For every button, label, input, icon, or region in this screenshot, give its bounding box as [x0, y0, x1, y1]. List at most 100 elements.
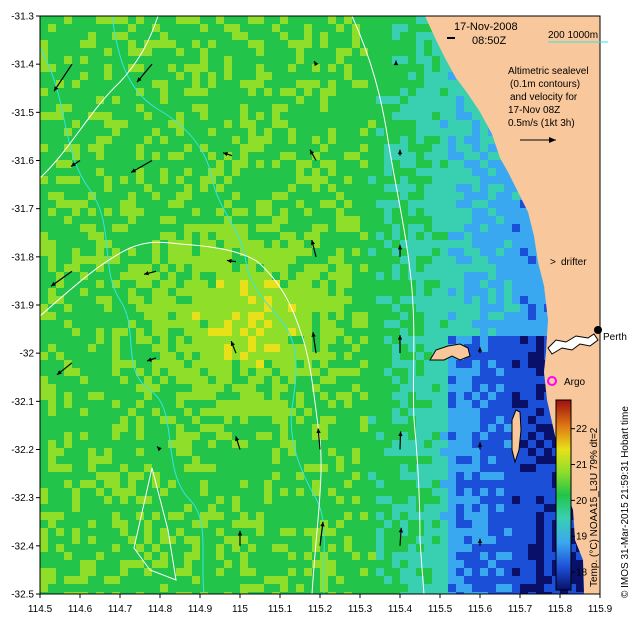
sst-cell: [80, 520, 88, 528]
sst-cell: [80, 544, 88, 552]
sst-cell: [120, 496, 128, 504]
sst-cell: [168, 280, 176, 288]
sst-cell: [104, 504, 112, 512]
sst-cell: [480, 536, 488, 544]
sst-cell: [120, 408, 128, 416]
sst-cell: [88, 96, 96, 104]
sst-cell: [464, 144, 472, 152]
sst-cell: [528, 408, 536, 416]
sst-cell: [272, 280, 280, 288]
sst-cell: [104, 224, 112, 232]
sst-cell: [432, 216, 440, 224]
sst-cell: [88, 296, 96, 304]
sst-cell: [40, 72, 48, 80]
sst-cell: [400, 480, 408, 488]
sst-cell: [456, 416, 464, 424]
sst-cell: [464, 520, 472, 528]
sst-cell: [88, 384, 96, 392]
sst-cell: [184, 480, 192, 488]
sst-cell: [256, 80, 264, 88]
sst-cell: [480, 408, 488, 416]
sst-cell: [72, 416, 80, 424]
sst-cell: [440, 464, 448, 472]
sst-cell: [424, 80, 432, 88]
sst-cell: [480, 384, 488, 392]
sst-cell: [296, 272, 304, 280]
sst-cell: [472, 368, 480, 376]
sst-cell: [40, 496, 48, 504]
sst-cell: [432, 224, 440, 232]
sst-cell: [104, 520, 112, 528]
sst-cell: [496, 472, 504, 480]
sst-cell: [408, 416, 416, 424]
sst-cell: [464, 464, 472, 472]
sst-cell: [512, 528, 520, 536]
sst-cell: [328, 144, 336, 152]
sst-cell: [256, 424, 264, 432]
sst-cell: [248, 440, 256, 448]
sst-cell: [280, 512, 288, 520]
sst-cell: [120, 264, 128, 272]
sst-cell: [48, 104, 56, 112]
sst-cell: [168, 464, 176, 472]
sst-cell: [48, 56, 56, 64]
sst-cell: [320, 432, 328, 440]
sst-cell: [304, 440, 312, 448]
sst-cell: [200, 128, 208, 136]
sst-cell: [360, 32, 368, 40]
sst-cell: [232, 216, 240, 224]
sst-cell: [200, 584, 208, 592]
sst-cell: [168, 96, 176, 104]
sst-cell: [144, 496, 152, 504]
sst-cell: [296, 320, 304, 328]
sst-cell: [368, 312, 376, 320]
sst-cell: [184, 584, 192, 592]
sst-cell: [152, 192, 160, 200]
sst-cell: [488, 560, 496, 568]
sst-cell: [472, 296, 480, 304]
sst-cell: [104, 240, 112, 248]
sst-cell: [400, 80, 408, 88]
sst-cell: [360, 256, 368, 264]
sst-cell: [192, 224, 200, 232]
sst-cell: [88, 152, 96, 160]
sst-cell: [176, 304, 184, 312]
sst-cell: [360, 24, 368, 32]
sst-cell: [384, 48, 392, 56]
sst-cell: [280, 288, 288, 296]
sst-cell: [208, 504, 216, 512]
sst-cell: [328, 56, 336, 64]
sst-cell: [248, 384, 256, 392]
sst-cell: [112, 152, 120, 160]
sst-cell: [72, 240, 80, 248]
sst-cell: [424, 208, 432, 216]
sst-cell: [144, 56, 152, 64]
sst-cell: [232, 272, 240, 280]
sst-cell: [320, 152, 328, 160]
sst-cell: [536, 456, 544, 464]
sst-cell: [184, 488, 192, 496]
sst-cell: [408, 56, 416, 64]
sst-cell: [120, 544, 128, 552]
sst-cell: [288, 224, 296, 232]
sst-cell: [336, 232, 344, 240]
sst-cell: [288, 24, 296, 32]
sst-cell: [96, 480, 104, 488]
sst-cell: [376, 456, 384, 464]
sst-cell: [224, 96, 232, 104]
sst-cell: [96, 576, 104, 584]
sst-cell: [280, 552, 288, 560]
sst-cell: [176, 432, 184, 440]
sst-cell: [272, 112, 280, 120]
sst-cell: [536, 472, 544, 480]
sst-cell: [144, 576, 152, 584]
sst-cell: [272, 128, 280, 136]
sst-cell: [104, 464, 112, 472]
sst-cell: [40, 360, 48, 368]
sst-cell: [480, 224, 488, 232]
sst-cell: [240, 152, 248, 160]
sst-cell: [448, 440, 456, 448]
sst-cell: [448, 264, 456, 272]
sst-cell: [216, 232, 224, 240]
sst-cell: [432, 232, 440, 240]
